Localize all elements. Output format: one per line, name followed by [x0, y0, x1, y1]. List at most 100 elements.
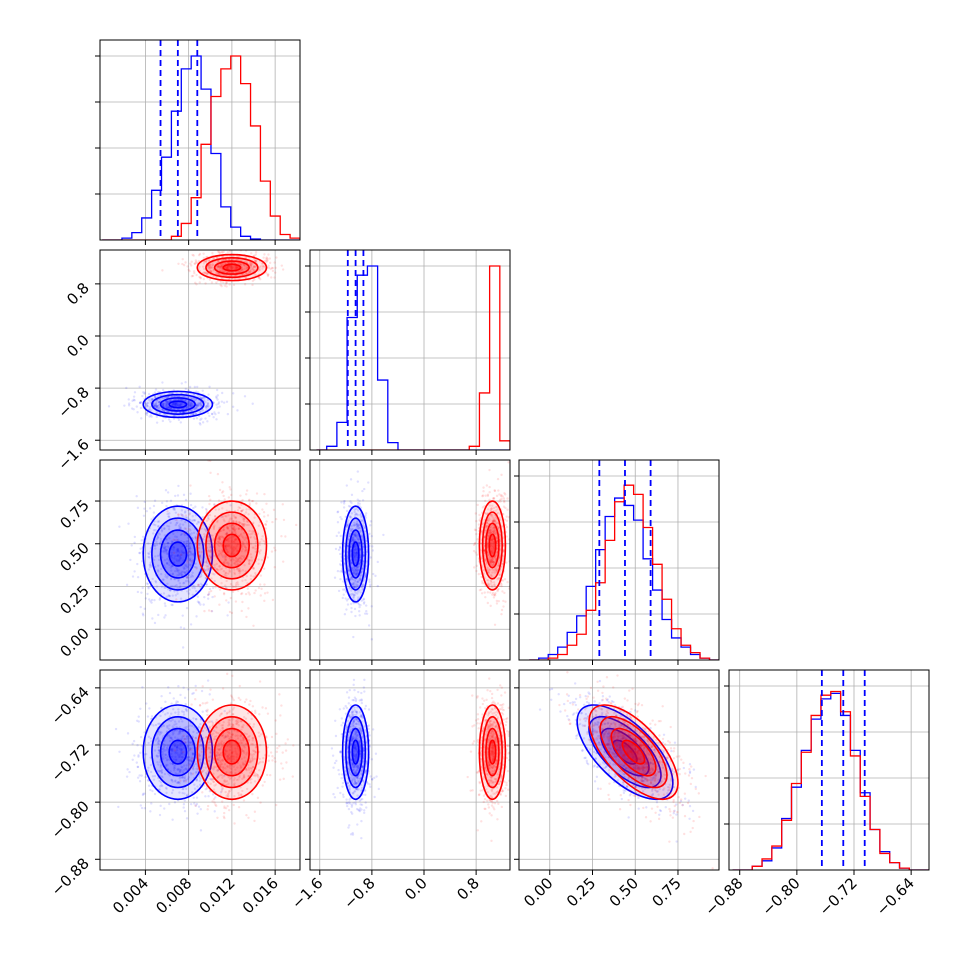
scatter-point — [188, 404, 191, 408]
scatter-point — [217, 537, 220, 540]
scatter-point — [141, 535, 145, 538]
scatter-point — [358, 526, 362, 530]
scatter-point — [249, 533, 252, 536]
scatter-point — [257, 276, 261, 280]
scatter-point — [231, 266, 234, 269]
scatter-point — [230, 611, 234, 615]
scatter-point — [241, 569, 245, 572]
scatter-point — [493, 520, 496, 523]
scatter-point — [240, 592, 244, 595]
scatter-point — [239, 273, 243, 277]
scatter-point — [353, 570, 357, 574]
scatter-point — [220, 273, 223, 276]
scatter-point — [370, 535, 374, 538]
scatter-point — [158, 597, 162, 600]
scatter-point — [262, 511, 266, 514]
scatter-point — [190, 403, 193, 406]
scatter-point — [361, 538, 365, 542]
scatter-point — [223, 554, 226, 557]
scatter-point — [183, 696, 187, 700]
scatter-point — [208, 258, 211, 262]
scatter-point — [358, 544, 362, 548]
scatter-point — [252, 265, 256, 268]
scatter-point — [339, 546, 342, 550]
scatter-point — [252, 546, 255, 549]
scatter-point — [232, 527, 236, 531]
scatter-point — [347, 569, 350, 572]
scatter-point — [149, 409, 153, 412]
scatter-point — [187, 688, 190, 691]
scatter-point — [208, 587, 212, 591]
scatter-point — [240, 268, 244, 271]
scatter-point — [239, 514, 242, 518]
scatter-point — [188, 558, 192, 562]
scatter-point — [166, 402, 169, 405]
scatter-point — [205, 259, 208, 262]
scatter-point — [221, 251, 224, 254]
scatter-point — [245, 615, 248, 619]
scatter-point — [165, 400, 168, 403]
scatter-point — [222, 518, 225, 521]
scatter-point — [196, 595, 200, 598]
scatter-point — [368, 578, 371, 581]
scatter-point — [272, 508, 276, 512]
scatter-point — [188, 550, 192, 553]
scatter-point — [171, 818, 174, 821]
scatter-point — [131, 399, 134, 403]
scatter-point — [493, 529, 496, 533]
scatter-point — [152, 529, 156, 532]
scatter-point — [215, 388, 219, 392]
scatter-point — [207, 494, 211, 498]
scatter-point — [357, 596, 360, 599]
scatter-point — [217, 264, 220, 268]
scatter-point — [360, 585, 363, 589]
scatter-point — [203, 535, 206, 539]
scatter-point — [205, 405, 208, 408]
scatter-point — [229, 254, 232, 258]
scatter-point — [267, 759, 270, 762]
scatter-point — [235, 266, 238, 270]
scatter-point — [181, 257, 184, 261]
scatter-point — [217, 540, 220, 543]
scatter-point — [356, 584, 359, 588]
scatter-point — [226, 251, 230, 254]
scatter-point — [208, 263, 212, 266]
scatter-point — [258, 268, 262, 272]
scatter-point — [195, 417, 199, 420]
scatter-point — [239, 270, 242, 273]
scatter-point — [217, 540, 220, 543]
scatter-point — [164, 604, 167, 608]
scatter-point — [491, 519, 494, 522]
scatter-point — [228, 570, 232, 573]
scatter-point — [500, 525, 504, 528]
scatter-point — [226, 614, 229, 617]
contour-line — [205, 257, 259, 279]
scatter-point — [275, 803, 278, 807]
scatter-point — [167, 527, 171, 531]
scatter-point — [361, 519, 365, 522]
scatter-point — [204, 272, 207, 275]
scatter-point — [505, 561, 508, 564]
scatter-point — [185, 563, 188, 566]
scatter-point — [157, 406, 160, 410]
contour-line — [351, 541, 360, 567]
scatter-point — [219, 568, 222, 571]
scatter-point — [136, 562, 139, 566]
scatter-point — [497, 561, 501, 564]
scatter-point — [480, 526, 484, 529]
scatter-point — [208, 385, 211, 389]
scatter-point — [354, 523, 357, 527]
scatter-point — [169, 589, 172, 592]
scatter-point — [280, 704, 283, 707]
scatter-point — [223, 545, 226, 548]
scatter-point — [488, 529, 492, 532]
scatter-point — [221, 255, 224, 258]
scatter-point — [490, 507, 494, 510]
scatter-point — [198, 402, 202, 405]
scatter-point — [184, 520, 187, 524]
scatter-point — [264, 523, 267, 526]
scatter-point — [354, 545, 358, 548]
scatter-point — [354, 533, 357, 536]
scatter-point — [251, 266, 254, 270]
scatter-point — [352, 538, 355, 541]
